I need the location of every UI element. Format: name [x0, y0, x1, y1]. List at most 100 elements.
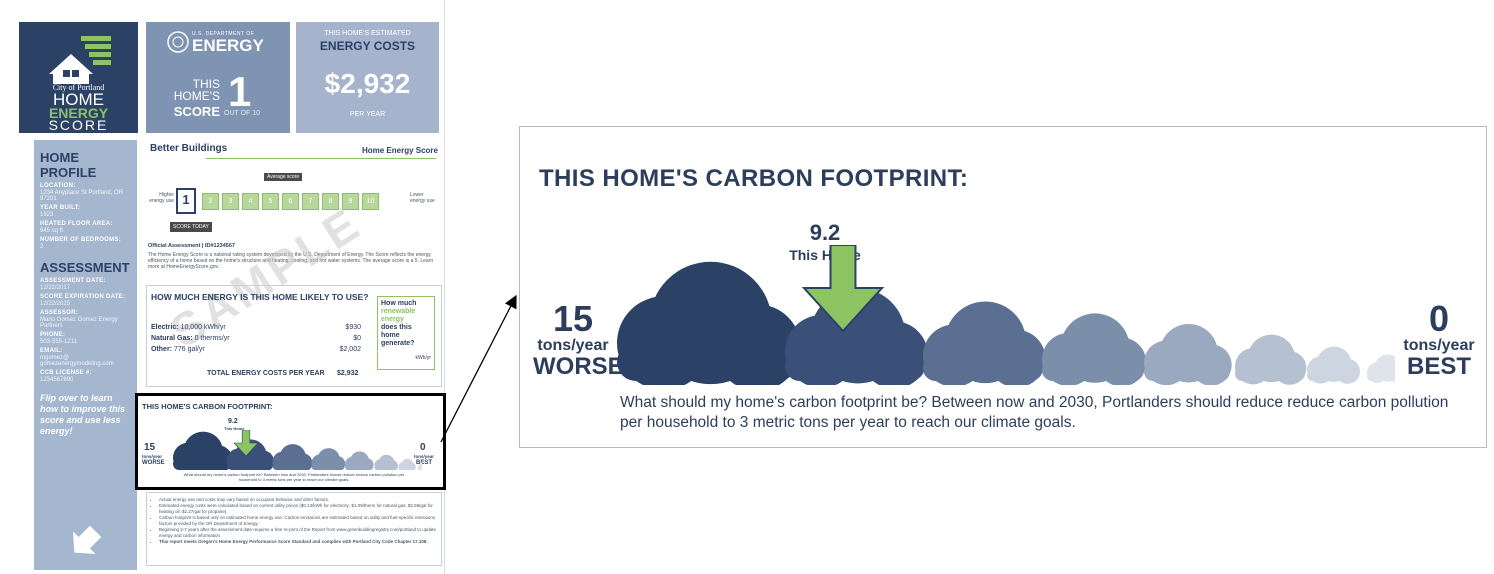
assessment-label: SCORE EXPIRATION DATE: — [40, 294, 126, 300]
zoom-right-word: BEST — [1406, 353, 1471, 380]
house-logo-icon — [49, 36, 111, 84]
home-profile-sidebar: HOME PROFILE LOCATION: 1234 Anyplace St … — [34, 140, 137, 570]
small-cloud — [173, 431, 233, 470]
small-cloud — [398, 458, 416, 470]
scale-box: 5 — [262, 193, 279, 210]
profile-label: YEAR BUILT: — [40, 205, 81, 211]
scale-box: 7 — [302, 193, 319, 210]
energy-cost-tile: THIS HOME'S ESTIMATED ENERGY COSTS $2,93… — [296, 22, 439, 133]
small-cloud — [345, 451, 374, 470]
scale-box: 9 — [342, 193, 359, 210]
carbon-small-caption: What should my home's carbon footprint b… — [183, 472, 405, 482]
renewable-energy-box: How much renewable energy does this home… — [377, 296, 435, 370]
profile-value: 2 — [40, 244, 44, 250]
score-out-of: OUT OF 10 — [224, 110, 261, 117]
renewable-line2: renewable energy — [381, 308, 416, 323]
profile-label: NUMBER OF BEDROOMS: — [40, 237, 122, 243]
usage-row: Natural Gas: 0 therms/yr $0 — [151, 335, 361, 342]
renewable-unit: kWh/yr — [415, 355, 431, 361]
zoom-right-unit: tons/year — [1403, 337, 1475, 354]
zoom-arrow — [801, 245, 885, 333]
official-assessment-id: Official Assessment | ID#1234567 — [148, 243, 235, 249]
home-energy-score-report: City of Portland HOME ENERGY SCORE U.S. … — [6, 0, 446, 574]
small-cloud — [311, 448, 346, 470]
assessment-heading: ASSESSMENT — [40, 260, 130, 275]
better-buildings-logo: Better Buildings — [150, 143, 228, 154]
scale-box: 2 — [202, 193, 219, 210]
small-cloud — [272, 444, 313, 470]
profile-value: 1923 — [40, 212, 54, 218]
lower-energy-label: Lower energy use — [410, 192, 435, 204]
zoom-right-num: 0 — [1428, 298, 1450, 339]
usage-rows: Electric: 10,000 kWh/yr $930 Natural Gas:… — [151, 320, 361, 357]
assessment-value: Mario Gomez Gomez Energy Partners — [40, 317, 118, 329]
total-cost-label: TOTAL ENERGY COSTS PER YEAR — [207, 370, 325, 377]
notes-box: Actual energy use and costs may vary bas… — [146, 492, 442, 566]
cost-value: $2,932 — [324, 68, 411, 99]
zoom-cloud — [617, 261, 801, 385]
scale-box: 6 — [282, 193, 299, 210]
average-score-flag: Average score — [264, 173, 303, 181]
zoom-cloud — [1042, 313, 1147, 385]
zoom-left-num: 15 — [552, 298, 594, 339]
portland-home-energy-score-logo: City of Portland HOME ENERGY SCORE — [19, 22, 138, 133]
notes-list: Actual energy use and costs may vary bas… — [147, 497, 441, 545]
note-item: Actual energy use and costs may vary bas… — [159, 497, 441, 503]
score-description: The Home Energy Score is a national rati… — [148, 252, 434, 270]
profile-value: 945 sq ft — [40, 228, 64, 234]
logo-city: City of Portland — [52, 83, 105, 92]
small-cloud — [417, 462, 422, 470]
assessment-label: EMAIL: — [40, 348, 63, 354]
profile-label: LOCATION: — [40, 183, 76, 189]
renewable-line1: How much — [381, 300, 417, 307]
note-item: Carbon footprint is based only on estima… — [159, 515, 441, 527]
usage-row: Other: 776 gal/yr $2,002 — [151, 346, 361, 353]
assessment-value: 12/22/2025 — [40, 301, 71, 307]
score-label: SCORE — [173, 104, 220, 119]
carbon-small-left-unit: tons/year — [142, 454, 163, 459]
score-today-flag: SCORE TODAY — [170, 222, 212, 232]
carbon-small-cloud-scale — [173, 430, 422, 470]
assessment-value: 12/22/2017 — [40, 285, 71, 291]
renewable-line3: does this home generate? — [381, 324, 415, 347]
carbon-small-right-num: 0 — [420, 442, 426, 453]
carbon-footprint-highlight-box: THIS HOME'S CARBON FOOTPRINT: 9.2 This H… — [135, 393, 446, 490]
profile-value: 1234 Anyplace St Portland, OR 97201 — [40, 190, 124, 202]
profile-label: HEATED FLOOR AREA: — [40, 221, 113, 227]
home-energy-score-title: Home Energy Score — [361, 146, 438, 155]
zoom-caption: What should my home's carbon footprint b… — [620, 394, 1449, 431]
assessment-label: ASSESSMENT DATE: — [40, 278, 106, 284]
total-cost-value: $2,932 — [337, 370, 359, 377]
scale-box: 4 — [242, 193, 259, 210]
energy-usage-box: HOW MUCH ENERGY IS THIS HOME LIKELY TO U… — [146, 285, 442, 387]
carbon-small-value: 9.2 — [228, 418, 238, 425]
zoom-cloud-scale — [617, 245, 1395, 385]
assessment-label: PHONE: — [40, 332, 66, 338]
small-arrow — [233, 430, 259, 457]
arrow-icon — [72, 525, 102, 555]
usage-heading: HOW MUCH ENERGY IS THIS HOME LIKELY TO U… — [151, 292, 369, 302]
usage-row: Electric: 10,000 kWh/yr $930 — [151, 324, 361, 331]
carbon-small-right-word: BEST — [416, 460, 433, 466]
home-profile-heading: HOME PROFILE — [40, 150, 97, 180]
this-homes-label: THIS HOME'S — [173, 77, 220, 103]
small-cloud — [374, 454, 398, 470]
connector-arrow-line — [440, 294, 517, 443]
higher-energy-label: Higher energy use — [149, 192, 174, 204]
carbon-small-left-word: WORSE — [142, 460, 165, 466]
scale-box: 8 — [322, 193, 339, 210]
carbon-small-title: THIS HOME'S CARBON FOOTPRINT: — [142, 402, 273, 411]
zoom-left-unit: tons/year — [537, 337, 609, 354]
carbon-footprint-zoom-panel: THIS HOME'S CARBON FOOTPRINT: 9.2 This H… — [519, 126, 1487, 448]
logo-home: HOME — [53, 90, 104, 109]
zoom-cloud — [1144, 324, 1232, 385]
zoom-left-word: WORSE — [533, 353, 624, 380]
flip-over-promo: Flip over to learn how to improve this s… — [40, 393, 126, 436]
assessment-label: CCB LICENSE #: — [40, 370, 92, 376]
carbon-small-right-unit: tons/year — [414, 454, 435, 459]
doe-energy: ENERGY — [192, 36, 264, 55]
note-item: Estimated energy costs were calculated b… — [159, 503, 441, 515]
zoom-cloud — [923, 301, 1046, 385]
doe-dept: U.S. DEPARTMENT OF — [192, 31, 255, 37]
